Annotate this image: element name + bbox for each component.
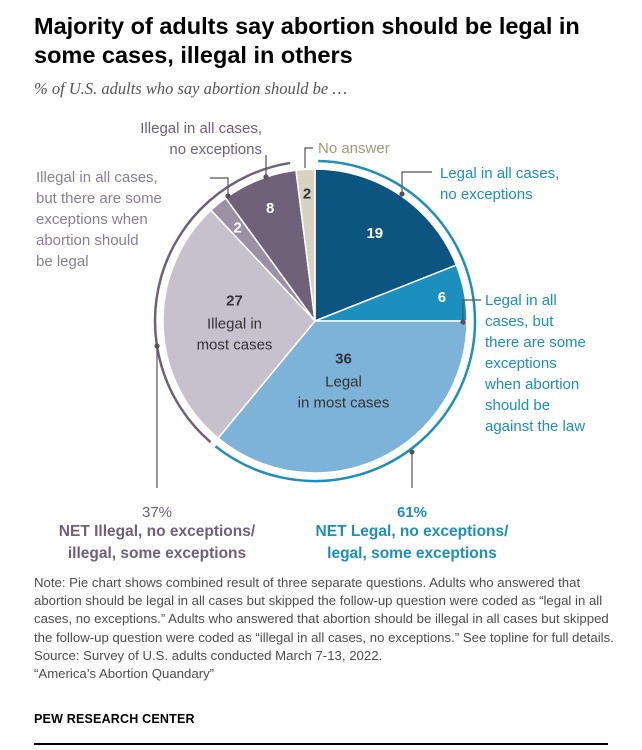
slice-name-label: when abortion [484, 376, 579, 393]
slice-name-label: should be [485, 397, 550, 414]
net-label: legal, some exceptions [327, 545, 497, 562]
net-label: illegal, some exceptions [68, 545, 246, 562]
pew-logo-text: PEW RESEARCH CENTER [34, 712, 195, 726]
slice-value-label: 8 [266, 200, 274, 217]
callout-line [210, 177, 229, 196]
pie-chart: 19 6 36 Legal in most cases 27 Illegal in most … [36, 120, 586, 562]
callout-dot [409, 449, 415, 455]
slice-name-label: No answer [318, 140, 390, 157]
chart-subtitle: % of U.S. adults who say abortion should… [34, 79, 348, 98]
slice-value-label: 6 [438, 289, 446, 306]
slice-value-label: 36 [335, 351, 352, 368]
slice-name-label: no exceptions [169, 141, 262, 158]
slice-name-label: Legal in all cases, [440, 165, 559, 182]
slice-name-label: Illegal in all cases, [140, 120, 262, 137]
slice-category-label: Illegal in [207, 316, 262, 333]
slice-name-label: exceptions [485, 355, 557, 372]
source-text: Source: Survey of U.S. adults conducted … [34, 647, 383, 663]
slice-name-label: no exceptions [440, 186, 533, 203]
callout-line [401, 171, 432, 194]
slice-name-label: there are some [485, 334, 586, 351]
pie-slice [217, 320, 468, 474]
slice-name-label: Illegal in all cases, [36, 169, 158, 186]
slice-name-label: exceptions when [36, 211, 148, 228]
slice-name-label: but there are some [36, 190, 162, 207]
slice-category-label: Legal [325, 374, 362, 391]
net-label: NET Legal, no exceptions/ [316, 523, 510, 540]
net-legal-arc [214, 159, 477, 483]
callout-line [462, 299, 481, 322]
slice-name-label: cases, but [485, 313, 554, 330]
callout-dot [154, 343, 160, 349]
net-value-label: 61% [397, 504, 427, 521]
slice-category-label: most cases [197, 337, 273, 354]
slice-value-label: 27 [226, 293, 243, 310]
chart-notes: Note: Pie chart shows combined result of… [34, 574, 624, 683]
bottom-rule [34, 743, 608, 745]
note-text: Note: Pie chart shows combined result of… [34, 575, 614, 645]
pie-slice [162, 209, 316, 440]
report-title: “America’s Abortion Quandary” [34, 666, 215, 682]
callout-dot [263, 174, 269, 180]
slice-name-label: abortion should [36, 232, 139, 249]
chart-title: Majority of adults say abortion should b… [34, 13, 580, 68]
slice-name-label: against the law [485, 418, 585, 435]
slice-name-label: be legal [36, 253, 89, 270]
callout-line [304, 147, 313, 168]
slice-name-label: Legal in all [485, 292, 557, 309]
callout-dot [225, 193, 231, 199]
slice-value-label: 2 [303, 186, 311, 203]
slice-category-label: in most cases [298, 395, 390, 412]
callout-dot [399, 191, 405, 197]
callout-dot [460, 319, 466, 325]
net-illegal-arc [153, 161, 291, 444]
slice-value-label: 2 [233, 219, 241, 236]
pie-slice [295, 168, 316, 322]
net-value-label: 37% [142, 504, 172, 521]
slice-value-label: 19 [366, 225, 383, 242]
net-label: NET Illegal, no exceptions/ [59, 523, 256, 540]
